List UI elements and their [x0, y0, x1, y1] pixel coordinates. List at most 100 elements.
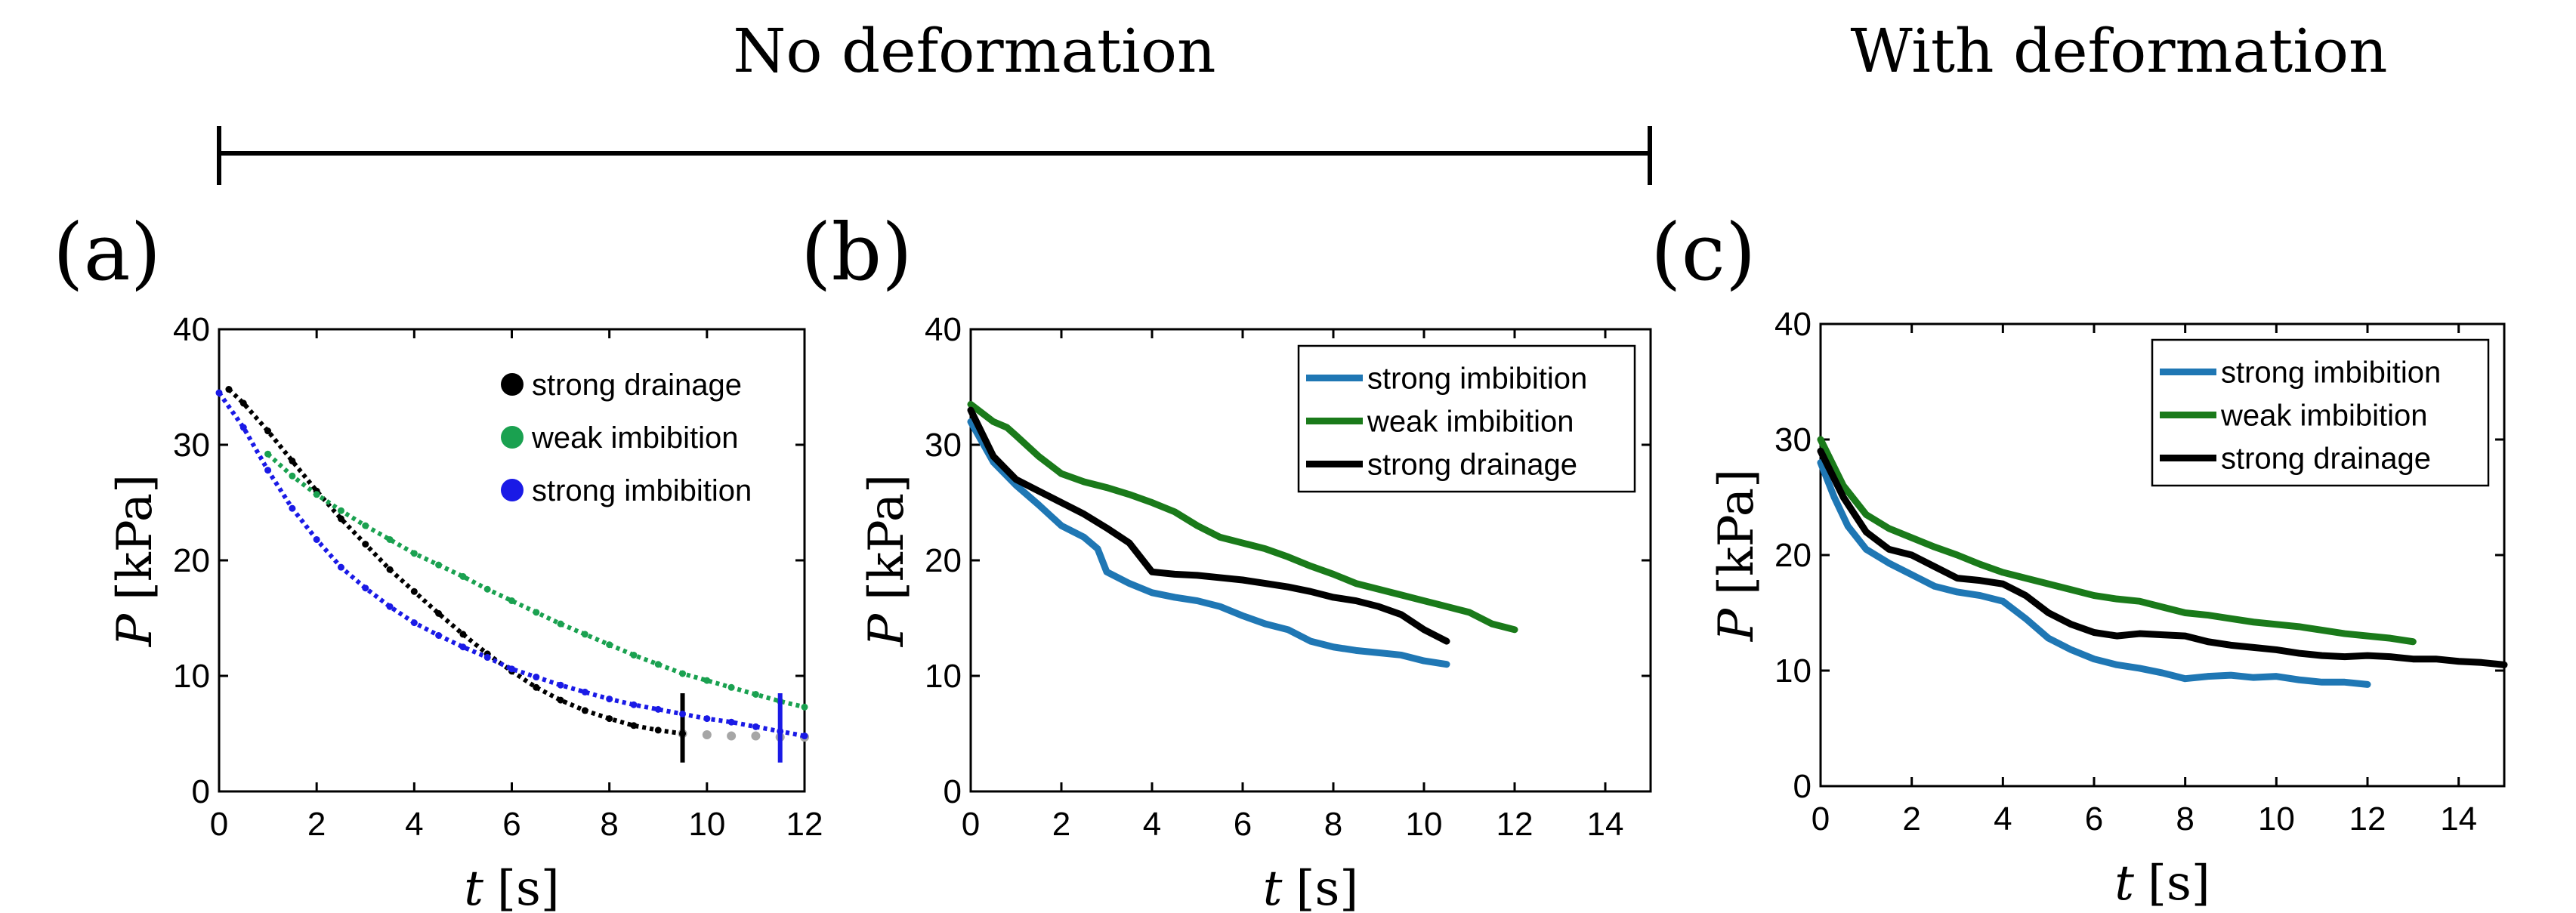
x-tick-label: 10: [1406, 806, 1443, 843]
legend: strong imbibition weak imbibition strong d…: [2151, 338, 2490, 487]
data-point: [752, 690, 759, 698]
legend-label: weak imbibition: [1367, 406, 1574, 439]
x-axis-label: t [s]: [1263, 861, 1359, 913]
y-tick-label: 20: [1774, 537, 1812, 574]
x-tick-label: 2: [1052, 806, 1070, 843]
data-point: [289, 457, 296, 464]
x-tick-label: 12: [2349, 800, 2386, 837]
data-point: [239, 399, 247, 407]
x-axis-unit: [s]: [2148, 856, 2210, 911]
data-point: [362, 522, 369, 529]
data-point: [362, 585, 369, 592]
data-point: [435, 609, 443, 617]
no-deformation-bracket: [217, 126, 1652, 185]
x-tick-label: 10: [688, 806, 725, 843]
panel-label-b: (b): [801, 206, 913, 298]
data-point: [606, 696, 613, 703]
series-line: [967, 418, 1450, 668]
data-point: [289, 504, 296, 512]
data-point: [801, 703, 808, 711]
y-tick-label: 20: [925, 542, 962, 579]
x-axis-unit: [s]: [497, 861, 560, 913]
heading-with-deformation: With deformation: [1850, 16, 2387, 86]
y-tick-label: 20: [173, 542, 210, 579]
data-point: [533, 683, 540, 691]
data-point: [557, 620, 564, 628]
x-tick-label: 4: [1994, 800, 2012, 837]
x-tick-label: 14: [2440, 800, 2477, 837]
y-tick-label: 30: [1774, 421, 1812, 458]
y-tick-label: 10: [925, 658, 962, 695]
legend-label: strong imbibition: [1367, 362, 1587, 396]
data-point: [264, 467, 272, 474]
x-tick-label: 6: [1234, 806, 1252, 843]
series-line: [967, 406, 1450, 645]
data-point: [313, 491, 320, 498]
data-point: [483, 654, 491, 662]
y-axis-label: P [kPa]: [1709, 469, 1765, 642]
data-point: [337, 515, 344, 523]
data-point: [435, 561, 443, 569]
data-point: [727, 718, 735, 726]
data-point: [264, 450, 272, 458]
data-point: [215, 389, 223, 396]
data-point: [581, 707, 588, 714]
legend-label: weak imbibition: [531, 421, 738, 455]
legend-marker: [501, 479, 524, 501]
legend: strong drainage weak imbibition strong imb…: [501, 369, 752, 507]
y-tick-label: 40: [925, 311, 962, 348]
legend-label: strong imbibition: [532, 474, 752, 507]
tail-point: [751, 731, 761, 741]
x-tick-label: 0: [210, 806, 228, 843]
data-point: [386, 603, 394, 610]
data-point: [557, 681, 564, 689]
legend-label: strong imbibition: [2221, 356, 2441, 390]
data-point: [362, 541, 369, 548]
data-point: [313, 535, 320, 543]
x-tick-label: 0: [1812, 800, 1830, 837]
x-axis-variable: t: [2114, 856, 2134, 911]
data-point: [533, 674, 540, 681]
y-tick-label: 40: [1774, 306, 1812, 343]
chart-panel-a: 0 2 4 6 8 10 12 0 10 20 30 40 t [s] P [kPa] strong drain…: [107, 311, 823, 913]
x-tick-label: 8: [1324, 806, 1342, 843]
y-axis-unit: [kPa]: [1709, 469, 1765, 595]
legend-label: strong drainage: [2221, 443, 2431, 476]
series-line: [1817, 459, 2371, 688]
x-tick-label: 4: [1143, 806, 1161, 843]
data-point: [410, 550, 418, 557]
data-point: [386, 566, 394, 573]
x-tick-label: 12: [786, 806, 823, 843]
x-tick-label: 6: [2085, 800, 2103, 837]
legend-label: weak imbibition: [2220, 399, 2427, 433]
data-point: [581, 688, 588, 696]
y-axis-variable: P: [107, 613, 163, 647]
x-tick-label: 12: [1496, 806, 1534, 843]
legend-label: strong drainage: [1367, 449, 1577, 482]
data-point: [337, 507, 344, 514]
y-axis-unit: [kPa]: [859, 474, 915, 600]
data-point: [752, 723, 759, 730]
chart-panel-b: 0 2 4 6 8 10 12 14 0 10 20 30 40 t [s] P [kPa] strong imb…: [859, 311, 1652, 913]
data-point: [630, 722, 638, 729]
data-point: [533, 609, 540, 616]
y-tick-label: 0: [192, 773, 210, 810]
x-tick-label: 10: [2258, 800, 2295, 837]
x-tick-label: 4: [405, 806, 423, 843]
y-tick-label: 30: [173, 427, 210, 464]
x-axis-unit: [s]: [1296, 861, 1358, 913]
x-tick-label: 6: [502, 806, 520, 843]
legend-label: strong drainage: [532, 369, 742, 402]
chart-panel-c: 0 2 4 6 8 10 12 14 0 10 20 30 40 t [s] P [kPa] strong imb…: [1709, 306, 2508, 911]
data-point: [801, 733, 808, 740]
data-point: [557, 696, 564, 704]
data-point: [508, 597, 515, 605]
tail-point: [727, 731, 737, 741]
x-axis-variable: t: [464, 861, 483, 913]
data-point: [654, 705, 662, 713]
y-axis-variable: P: [859, 613, 915, 647]
data-point: [630, 701, 638, 708]
series-line: [967, 400, 1518, 634]
y-axis-label: P [kPa]: [859, 474, 915, 647]
tail-point: [702, 730, 712, 740]
